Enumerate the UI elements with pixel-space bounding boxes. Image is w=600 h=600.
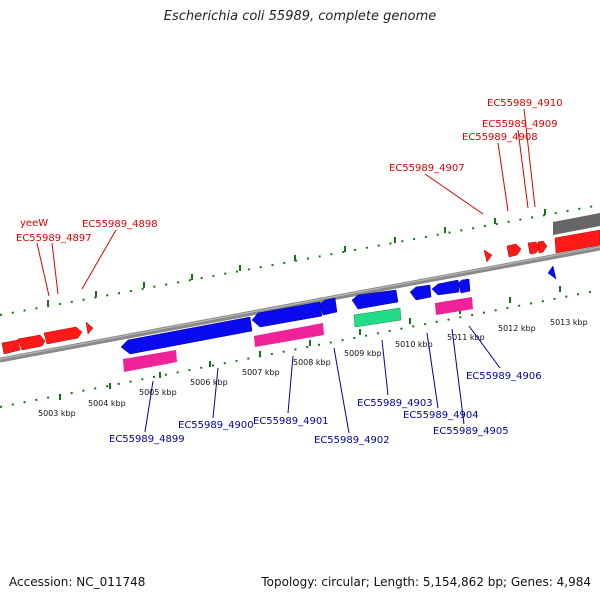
scale-label: 5010 kbp [395, 340, 433, 349]
gene-label: EC55989_4910 [487, 98, 563, 109]
rna-feature [435, 297, 473, 315]
gene-arrow [553, 213, 600, 235]
label-leader [523, 108, 536, 208]
accession-info: Accession: NC_011748 [9, 575, 146, 589]
gene-label: EC55989_4901 [253, 416, 329, 427]
genome-backbone-highlight [0, 246, 600, 360]
gene-label: EC55989_4897 [16, 233, 92, 244]
gene-arrow [554, 229, 600, 254]
rna-feature [123, 350, 177, 372]
genome-title: Escherichia coli 55989, complete genome [163, 9, 437, 24]
gene-arrow [120, 316, 253, 355]
scale-label: 5005 kbp [139, 388, 177, 397]
label-leader [426, 332, 439, 409]
special-feature [353, 307, 402, 328]
scale-labels: 5003 kbp 5004 kbp 5005 kbp 5006 kbp 5007… [38, 318, 588, 418]
scale-label: 5003 kbp [38, 409, 76, 418]
major-ticks [47, 209, 561, 400]
top-label-leaders [36, 108, 536, 297]
bottom-labels: EC55989_4899 EC55989_4900 EC55989_4901 E… [109, 371, 542, 446]
label-leader [497, 142, 509, 212]
label-leader [36, 242, 50, 297]
gene-arrow [85, 321, 94, 335]
gene-arrow [351, 289, 399, 310]
gene-label: EC55989_4908 [462, 132, 538, 143]
rna-feature [254, 323, 324, 347]
gene-label: EC55989_4904 [403, 410, 479, 421]
gene-label: EC55989_4906 [466, 371, 542, 382]
reverse-genes [120, 265, 557, 355]
gene-arrow [1, 339, 21, 355]
label-leader [451, 328, 465, 425]
label-leader [287, 355, 294, 414]
label-leader [468, 325, 501, 369]
label-leader [424, 173, 484, 215]
scale-label: 5007 kbp [242, 368, 280, 377]
gene-label: EC55989_4905 [433, 426, 509, 437]
gene-arrow [43, 326, 83, 345]
label-leader [381, 339, 389, 396]
gene-label: EC55989_4903 [357, 398, 433, 409]
scale-label: 5008 kbp [293, 358, 331, 367]
scale-label: 5009 kbp [344, 349, 382, 358]
gene-label: EC55989_4899 [109, 434, 185, 445]
scale-label: 5011 kbp [447, 333, 485, 342]
bottom-label-leaders [144, 325, 501, 434]
gene-label: EC55989_4907 [389, 163, 465, 174]
scale-label: 5013 kbp [550, 318, 588, 327]
gene-arrow [431, 279, 460, 296]
forward-genes [1, 229, 600, 355]
gene-arrow [547, 265, 557, 280]
gene-arrow [409, 284, 432, 301]
top-labels: yeeW EC55989_4897 EC55989_4898 EC55989_4… [16, 98, 563, 244]
gene-arrow [319, 297, 338, 316]
gene-arrow [17, 334, 46, 351]
label-leader [144, 380, 154, 433]
gene-arrow [483, 249, 493, 263]
gene-arrow [506, 243, 522, 258]
gene-arrow [527, 241, 541, 255]
label-leader [517, 129, 529, 209]
gene-label: EC55989_4902 [314, 435, 390, 446]
scale-label: 5006 kbp [190, 378, 228, 387]
gene-label: EC55989_4900 [178, 420, 254, 431]
scale-label: 5004 kbp [88, 399, 126, 408]
gene-label-yeeW: yeeW [20, 218, 48, 229]
label-leader [81, 229, 117, 290]
label-leader [51, 242, 59, 295]
gene-arrow [537, 240, 548, 254]
gene-arrow [457, 278, 471, 294]
genome-backbone [0, 245, 600, 363]
label-leader [333, 347, 350, 434]
label-leader [212, 367, 219, 419]
gene-label: EC55989_4898 [82, 219, 158, 230]
genome-summary: Topology: circular; Length: 5,154,862 bp… [261, 575, 591, 589]
gene-arrow [251, 301, 323, 328]
gene-label: EC55989_4909 [482, 119, 558, 130]
scale-label: 5012 kbp [498, 324, 536, 333]
rna-features [123, 297, 473, 372]
